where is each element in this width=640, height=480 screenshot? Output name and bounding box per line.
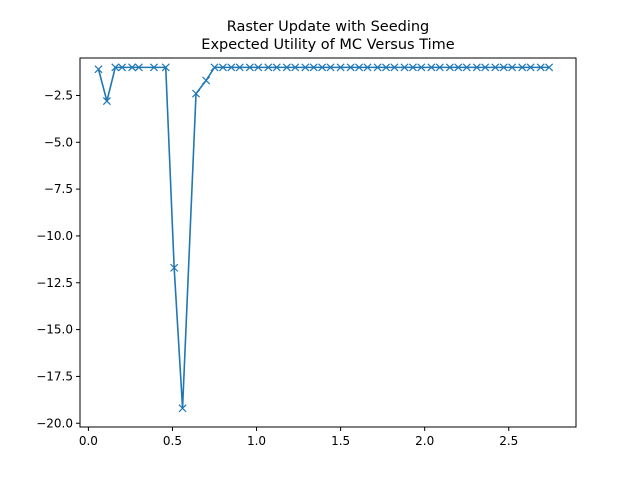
data-point-marker [134,63,143,72]
y-tick-label: −20.0 [36,416,73,430]
data-point-marker [454,63,463,72]
data-point-marker [326,63,335,72]
data-point-marker [381,63,391,72]
data-point-marker [254,63,263,72]
data-point-marker [149,63,159,72]
y-tick-label: −12.5 [36,276,73,290]
data-point-marker [161,63,170,72]
data-point-marker [264,63,273,72]
x-tick-label: 1.5 [331,434,350,448]
data-point-marker [336,63,345,72]
data-point-marker [445,63,454,72]
data-point-marker [508,63,517,72]
data-point-marker [282,63,291,72]
data-point-marker [178,404,187,413]
data-point-marker [427,63,436,72]
y-tick-label: −15.0 [36,323,73,337]
plot-area: 0.0 0.5 1.0 1.5 2.0 2.5 −2.5 −5.0 −7.5 −10.0 −12.5… [36,57,577,448]
data-point-marker [245,63,254,72]
y-tick-label: −7.5 [44,182,73,196]
data-point-marker [400,63,409,72]
chart-subtitle: Expected Utility of MC Versus Time [201,37,454,53]
y-tick-label: −5.0 [44,135,73,149]
data-point-marker [202,76,211,85]
data-point-marker [272,63,281,72]
x-tick-label: 1.0 [247,434,266,448]
data-point-marker [118,63,127,72]
x-tick-label: 2.0 [415,434,434,448]
data-point-marker [227,63,236,72]
axes-frame [79,57,577,428]
x-tick-label: 2.5 [499,434,518,448]
data-point-marker [462,63,471,72]
x-tick-label: 0.0 [79,434,98,448]
data-point-marker [355,63,364,72]
y-tick-label: −17.5 [36,369,73,383]
data-point-marker [481,63,490,72]
data-point-marker [291,63,300,72]
data-point-marker [170,263,179,272]
y-tick-label: −2.5 [44,88,73,102]
data-point-marker [94,65,103,74]
chart-title: Raster Update with Seeding [227,19,430,35]
data-point-marker [346,63,355,72]
data-point-marker [491,63,500,72]
data-point-marker [301,63,310,72]
data-point-marker [518,63,527,72]
data-point-marker [128,63,137,72]
data-point-marker [111,63,120,72]
x-tick-label: 0.5 [163,434,182,448]
data-point-marker [318,63,327,72]
data-point-marker [191,89,201,98]
data-point-marker [472,63,481,72]
data-point-marker [536,63,545,72]
series-line [97,66,550,410]
data-point-marker [218,63,227,72]
data-point-marker [363,63,372,72]
data-point-marker [435,63,444,72]
y-tick-label: −10.0 [36,229,73,243]
data-point-marker [390,63,399,72]
data-point-marker [102,97,111,106]
data-point-marker [309,63,318,72]
data-point-marker [373,63,382,72]
data-point-marker [235,63,244,72]
data-point-marker [408,63,417,72]
data-point-marker [499,63,508,72]
data-point-marker [417,63,426,72]
data-point-marker [526,63,535,72]
data-point-marker [210,63,219,72]
data-point-marker [545,63,554,72]
